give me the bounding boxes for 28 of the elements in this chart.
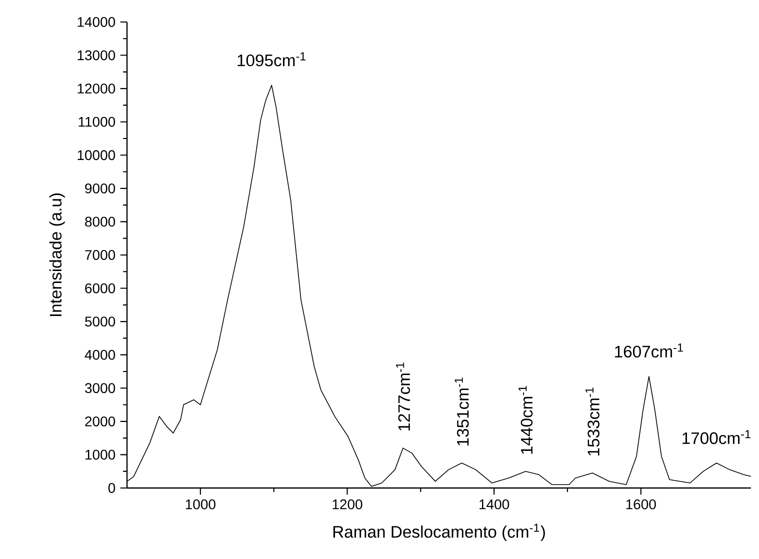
- y-axis-title: Intensidade (a.u): [49, 194, 65, 316]
- x-tick-label: 1000: [186, 499, 216, 510]
- annotation: 1700cm$^{-1}$: [682, 430, 750, 444]
- y-tick-label: 12000: [78, 84, 116, 94]
- y-tick-label: 8000: [85, 216, 116, 227]
- y-tick-label: 13000: [78, 50, 116, 60]
- y-tick-label: 6000: [85, 283, 116, 294]
- y-tick-label: 1000: [86, 450, 116, 460]
- x-tick-label: 1200: [332, 499, 362, 510]
- y-tick-label: 9000: [85, 183, 116, 194]
- annotation: 1351cm$^{-1}$: [454, 378, 469, 446]
- annotation: 1607cm$^{-1}$: [615, 344, 683, 358]
- y-tick-label: 4000: [84, 350, 116, 360]
- y-tick-label: 3000: [85, 383, 116, 394]
- y-tick-label: 10000: [78, 150, 116, 160]
- y-tick-label: 5000: [85, 316, 116, 327]
- annotation: 1095cm$^{-1}$: [238, 52, 306, 66]
- y-tick-label: 11000: [78, 116, 116, 127]
- annotation: 1277cm$^{-1}$: [396, 362, 410, 431]
- y-tick-label: 0: [108, 483, 116, 493]
- x-tick-label: 1400: [480, 499, 510, 510]
- y-tick-label: 7000: [85, 250, 116, 260]
- x-tick-label: 1600: [626, 499, 656, 510]
- y-tick-label: 14000: [78, 17, 116, 27]
- y-tick-label: 2000: [85, 416, 116, 426]
- annotation: 1440cm$^{-1}$: [518, 386, 533, 454]
- annotation: 1533cm$^{-1}$: [585, 388, 600, 456]
- x-axis-title: Raman Deslocamento (cm$^{-1}$): [333, 524, 545, 542]
